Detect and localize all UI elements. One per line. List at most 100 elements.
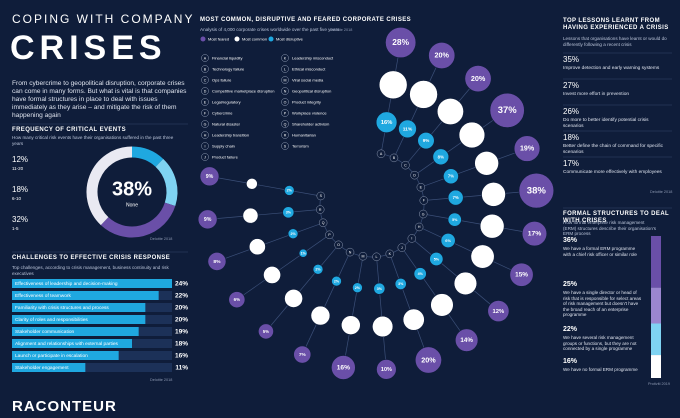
- key-marker: [281, 120, 289, 128]
- key-letter: H: [204, 133, 207, 137]
- spoke-marker: [385, 249, 395, 259]
- bubble-label: 10%: [381, 367, 392, 373]
- bar-value-label: 18%: [175, 341, 188, 348]
- bubble-label: 9%: [317, 313, 325, 319]
- bubble-label: 6%: [445, 238, 451, 243]
- spoke-marker: [410, 170, 419, 180]
- key-description: Humanitarian: [292, 132, 316, 137]
- spoke: [216, 222, 324, 262]
- bubble: [378, 70, 408, 100]
- spoke: [389, 253, 429, 361]
- key-marker: [201, 120, 209, 128]
- source: Deloitte 2018: [330, 28, 353, 32]
- donut-value-label: 12%: [12, 155, 28, 164]
- bubble: [263, 266, 281, 284]
- list-text: Better define the chain of command for s…: [563, 144, 663, 155]
- bubble: [436, 98, 464, 126]
- bubble: [430, 293, 454, 317]
- bubble: [443, 168, 459, 185]
- bubble: [282, 206, 295, 219]
- spoke-letter: F: [423, 199, 426, 203]
- structure-value: 16%: [563, 358, 578, 365]
- key-marker: [201, 109, 209, 117]
- spoke: [207, 209, 321, 220]
- bubble: [298, 248, 308, 258]
- legend-label: Most feared: [208, 37, 229, 42]
- key-marker: [281, 109, 289, 117]
- bubble-label: 12%: [408, 317, 421, 323]
- key-letter: I: [205, 144, 206, 148]
- bubble-label: 2%: [355, 286, 361, 290]
- bar: [12, 363, 86, 372]
- spoke-marker: [345, 247, 355, 257]
- spoke-letter: N: [349, 250, 352, 254]
- key-letter: L: [284, 67, 286, 71]
- bubble-label: 7%: [453, 195, 459, 200]
- spoke-marker: [325, 230, 334, 240]
- footer-logo: RACONTEUR: [12, 398, 117, 415]
- bubble: [287, 228, 299, 239]
- spoke: [376, 256, 387, 370]
- bubble: [428, 41, 456, 69]
- spoke-marker: [315, 205, 325, 214]
- bubble: [429, 251, 444, 266]
- donut-category: 11-20: [12, 166, 24, 171]
- bar-label: Effectiveness of leadership and decision…: [15, 281, 118, 287]
- donut-center-value: 38%: [112, 178, 152, 200]
- key-marker: [281, 142, 289, 150]
- bubble: [481, 182, 506, 207]
- key-description: Leadership transition: [212, 132, 249, 137]
- section-title: CHALLENGES TO EFFECTIVE CRISIS RESPONSE: [12, 255, 171, 261]
- bubble-label: 9%: [423, 138, 430, 143]
- bubble: [310, 305, 331, 326]
- spoke-letter: I: [411, 237, 412, 241]
- spoke: [209, 176, 321, 197]
- bubble-label: 7%: [269, 273, 277, 279]
- spoke-letter: E: [420, 185, 423, 189]
- bubble: [458, 121, 486, 149]
- key-letter: Q: [284, 122, 287, 126]
- bubble-label: 2%: [290, 232, 296, 236]
- bar: [12, 351, 119, 360]
- spoke-marker: [419, 196, 429, 205]
- key-description: Cybercrime: [212, 110, 233, 115]
- structure-value: 25%: [563, 281, 578, 288]
- bar-value-label: 16%: [175, 353, 188, 360]
- bubble-label: 4%: [418, 272, 424, 276]
- bubble: [518, 172, 555, 209]
- list-value: 26%: [563, 107, 579, 116]
- legend-swatch: [200, 36, 206, 42]
- bubble-label: 9%: [206, 174, 214, 180]
- bubble-label: 23%: [385, 80, 401, 89]
- bar-value-label: 11%: [175, 365, 188, 372]
- spoke-letter: P: [328, 233, 331, 237]
- bubble-label: 1%: [301, 251, 307, 255]
- bubble-label: 14%: [460, 337, 473, 344]
- bubble: [440, 233, 456, 248]
- key-letter: K: [284, 56, 287, 60]
- bubble-label: 23%: [416, 90, 432, 99]
- bubble: [207, 252, 227, 271]
- key-description: Terrorism: [292, 143, 309, 148]
- spoke: [423, 213, 535, 234]
- key-marker: [281, 54, 289, 62]
- spoke-letter: J: [401, 246, 403, 250]
- spoke-letter: C: [404, 163, 407, 167]
- bubble-label: 9%: [347, 323, 355, 329]
- bubble-label: 16%: [381, 120, 392, 126]
- donut-value-label: 32%: [12, 215, 28, 224]
- spoke: [405, 78, 479, 166]
- spoke-letter: D: [413, 173, 416, 177]
- bubble: [197, 209, 218, 230]
- donut-category: 1-5: [12, 226, 19, 231]
- key-letter: J: [204, 155, 206, 159]
- bubble: [375, 111, 398, 133]
- bubble: [432, 148, 450, 166]
- bubble-label: 19%: [520, 145, 535, 153]
- key-description: Product integrity: [292, 99, 321, 104]
- bubble-label: 2%: [287, 189, 293, 193]
- spoke-marker: [418, 209, 428, 219]
- bubble: [199, 166, 220, 187]
- stacked-segment: [651, 323, 661, 356]
